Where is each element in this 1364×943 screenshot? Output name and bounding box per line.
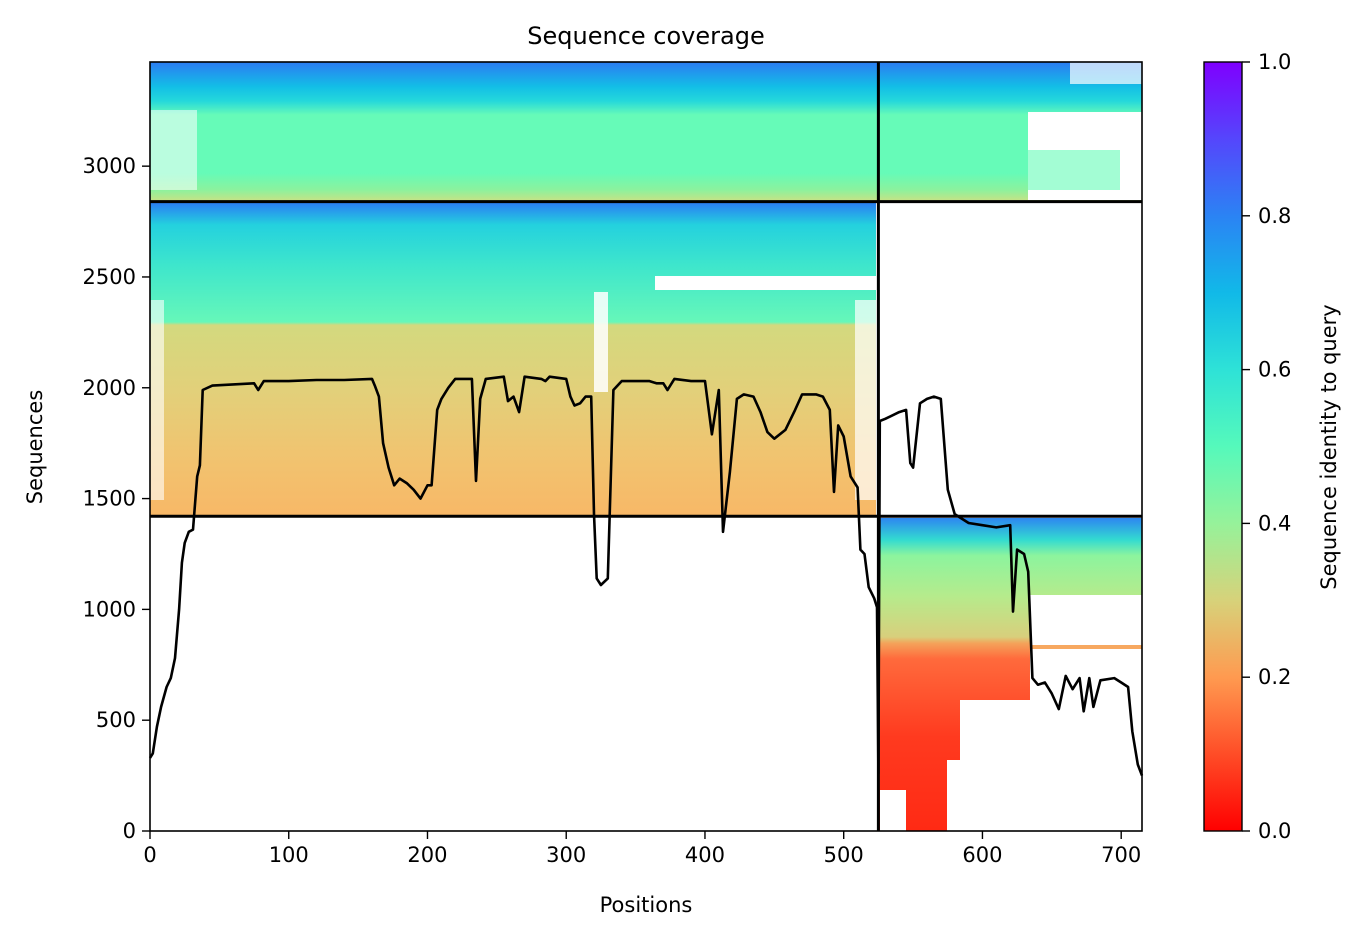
heatmap-gap-top-left-edge	[150, 110, 197, 190]
colorbar-tick-label: 0.6	[1258, 358, 1291, 382]
x-tick-label: 600	[962, 843, 1002, 867]
heatmap-gap-bottom-middle	[960, 700, 1030, 831]
heatmap-gap-middle-left-edge	[150, 300, 164, 500]
heatmap-fragment-bottom-right	[1030, 645, 1142, 649]
x-tick-label: 100	[269, 843, 309, 867]
x-tick-label: 400	[685, 843, 725, 867]
y-tick-label: 0	[123, 819, 136, 843]
y-tick-label: 3000	[83, 154, 136, 178]
x-axis-label: Positions	[600, 893, 693, 917]
colorbar-tick-label: 0.4	[1258, 511, 1291, 535]
heatmap-gap-bottom-right	[1030, 595, 1142, 831]
x-axis-ticks: 0 100 200 300 400 500 600 700	[143, 831, 1141, 867]
heatmap-block-middle-left	[150, 203, 876, 516]
y-axis-ticks: 0 500 1000 1500 2000 2500 3000	[83, 154, 150, 843]
colorbar	[1203, 61, 1243, 832]
heatmap-layer	[150, 62, 1142, 831]
colorbar-tick-label: 0.2	[1258, 665, 1291, 689]
x-tick-label: 200	[407, 843, 447, 867]
heatmap-fragment-top-right	[1028, 150, 1120, 190]
heatmap-gap-middle-right-edge	[655, 276, 876, 290]
colorbar-ticks: 0.0 0.2 0.4 0.6 0.8 1.0	[1242, 50, 1291, 843]
heatmap-gap-bottom-column-a	[947, 760, 960, 831]
y-tick-label: 2000	[83, 376, 136, 400]
coverage-line	[148, 375, 1144, 777]
x-tick-label: 700	[1101, 843, 1141, 867]
x-tick-label: 500	[824, 843, 864, 867]
heatmap-block-top-left	[150, 62, 877, 201]
y-axis-label: Sequences	[23, 390, 47, 505]
colorbar-tick-label: 0.8	[1258, 204, 1291, 228]
y-tick-label: 500	[96, 708, 136, 732]
y-tick-label: 1000	[83, 597, 136, 621]
y-tick-label: 1500	[83, 487, 136, 511]
y-tick-label: 2500	[83, 265, 136, 289]
heatmap-gap-top-right-upper	[1070, 62, 1142, 84]
chart-title: Sequence coverage	[527, 22, 764, 50]
colorbar-label: Sequence identity to query	[1317, 304, 1341, 589]
colorbar-tick-label: 0.0	[1258, 819, 1291, 843]
colorbar-tick-label: 1.0	[1258, 50, 1291, 74]
x-tick-label: 300	[546, 843, 586, 867]
heatmap-gap-middle-column	[594, 292, 608, 392]
heatmap-gap-middle-right-strip	[855, 300, 876, 500]
heatmap-gap-bottom-column-b	[880, 790, 906, 831]
x-tick-label: 0	[143, 843, 156, 867]
plot-frame	[149, 61, 1143, 832]
